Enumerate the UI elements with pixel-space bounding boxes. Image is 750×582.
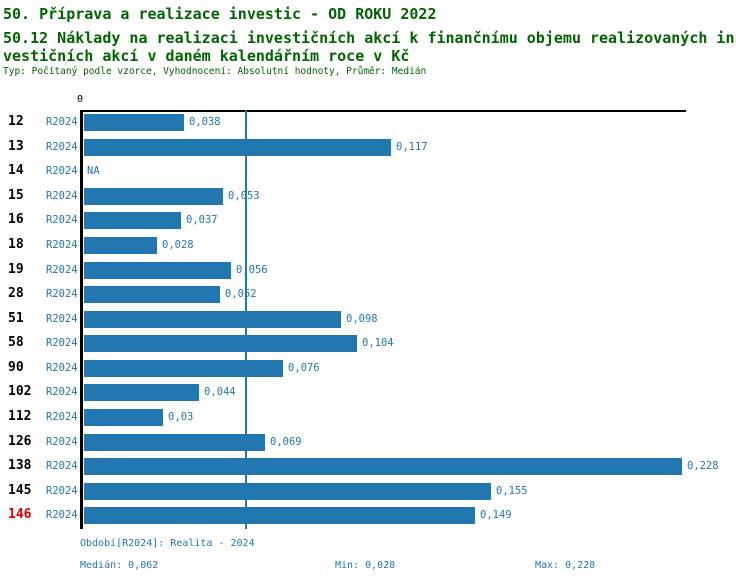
bar-value-label: 0,044 bbox=[204, 386, 236, 399]
bar bbox=[84, 384, 199, 402]
bar-value-label: 0,149 bbox=[480, 509, 512, 522]
bar bbox=[84, 359, 283, 377]
bar-value-label: 0,053 bbox=[228, 189, 260, 202]
row-category-label: 28 bbox=[8, 286, 24, 302]
bar bbox=[84, 138, 391, 156]
row-category-label: 138 bbox=[8, 458, 32, 474]
bar-row: 138 R2024 0,228 bbox=[0, 454, 750, 479]
row-category-label: 145 bbox=[8, 482, 32, 498]
bar-value-label: 0,056 bbox=[236, 263, 268, 276]
bar-row: 15 R2024 0,053 bbox=[0, 184, 750, 209]
bar-row: 13 R2024 0,117 bbox=[0, 135, 750, 160]
row-category-label: 15 bbox=[8, 187, 24, 203]
bar-row: 19 R2024 0,056 bbox=[0, 258, 750, 283]
y-axis-line bbox=[80, 110, 83, 529]
bar-value-label: 0,076 bbox=[288, 361, 320, 374]
row-category-label: 102 bbox=[8, 384, 32, 400]
bar bbox=[84, 261, 231, 279]
bar-value-label: 0,069 bbox=[270, 435, 302, 448]
row-category-label: 112 bbox=[8, 409, 32, 425]
footer-period: Období[R2024]: Realita - 2024 bbox=[80, 538, 255, 549]
bar bbox=[84, 286, 220, 304]
bar bbox=[84, 409, 163, 427]
row-series-label: R2024 bbox=[46, 484, 78, 497]
row-series-label: R2024 bbox=[46, 116, 78, 128]
bar-row: 58 R2024 0,104 bbox=[0, 331, 750, 356]
row-category-label: 51 bbox=[8, 310, 24, 326]
bar bbox=[84, 114, 184, 131]
bar-value-label: NA bbox=[87, 165, 100, 178]
bar-row: 90 R2024 0,076 bbox=[0, 356, 750, 381]
row-category-label: 19 bbox=[8, 261, 24, 277]
row-series-label: R2024 bbox=[46, 386, 78, 399]
row-series-label: R2024 bbox=[46, 361, 78, 374]
bar-row: 102 R2024 0,044 bbox=[0, 380, 750, 405]
bar-value-label: 0,098 bbox=[346, 312, 378, 325]
row-category-label: 13 bbox=[8, 138, 24, 154]
footer-min: Min: 0,028 bbox=[335, 560, 396, 571]
bar-row: 126 R2024 0,069 bbox=[0, 430, 750, 455]
bar-value-label: 0,117 bbox=[396, 140, 428, 153]
row-category-label: 18 bbox=[8, 236, 24, 252]
x-axis-zero-tick: 0 bbox=[77, 94, 84, 105]
bar-value-label: 0,155 bbox=[496, 484, 528, 497]
bar-value-label: 0,038 bbox=[189, 116, 221, 128]
bar-row: 146 R2024 0,149 bbox=[0, 503, 750, 528]
row-series-label: R2024 bbox=[46, 460, 78, 473]
bar bbox=[84, 310, 341, 328]
chart-subtitle-line2: vestičních akcí v daném kalendářním roce… bbox=[3, 47, 410, 65]
x-axis-line bbox=[80, 110, 686, 112]
row-series-label: R2024 bbox=[46, 288, 78, 301]
row-series-label: R2024 bbox=[46, 435, 78, 448]
row-series-label: R2024 bbox=[46, 509, 78, 522]
row-series-label: R2024 bbox=[46, 263, 78, 276]
row-category-label: 90 bbox=[8, 359, 24, 375]
chart-subtitle-line1: 50.12 Náklady na realizaci investičních … bbox=[3, 29, 735, 47]
bar-value-label: 0,028 bbox=[162, 238, 194, 251]
row-category-label: 14 bbox=[8, 163, 24, 179]
bar bbox=[84, 433, 265, 451]
row-series-label: R2024 bbox=[46, 189, 78, 202]
bar-row: 14 R2024 NA bbox=[0, 159, 750, 184]
row-series-label: R2024 bbox=[46, 337, 78, 350]
bar-value-label: 0,228 bbox=[687, 460, 719, 473]
bar bbox=[84, 458, 682, 476]
bar bbox=[84, 236, 157, 254]
bar-value-label: 0,052 bbox=[225, 288, 257, 301]
row-category-label: 16 bbox=[8, 212, 24, 228]
row-category-label: 146 bbox=[8, 507, 32, 523]
footer-max: Max: 0,228 bbox=[535, 560, 596, 571]
bar-row: 16 R2024 0,037 bbox=[0, 208, 750, 233]
bar bbox=[84, 335, 357, 353]
bar-value-label: 0,104 bbox=[362, 337, 394, 350]
bar-value-label: 0,037 bbox=[186, 214, 218, 227]
bar-row: 112 R2024 0,03 bbox=[0, 405, 750, 430]
bar-row: 28 R2024 0,052 bbox=[0, 282, 750, 307]
bar bbox=[84, 482, 491, 500]
row-series-label: R2024 bbox=[46, 214, 78, 227]
row-series-label: R2024 bbox=[46, 165, 78, 178]
bar-row: 12 R2024 0,038 bbox=[0, 110, 750, 135]
row-series-label: R2024 bbox=[46, 140, 78, 153]
row-series-label: R2024 bbox=[46, 411, 78, 424]
row-category-label: 58 bbox=[8, 335, 24, 351]
row-category-label: 126 bbox=[8, 433, 32, 449]
bar-row: 51 R2024 0,098 bbox=[0, 307, 750, 332]
chart-meta-line: Typ: Počítaný podle vzorce, Vyhodnocení:… bbox=[3, 66, 427, 77]
bar bbox=[84, 212, 181, 230]
bar-row: 18 R2024 0,028 bbox=[0, 233, 750, 258]
bar bbox=[84, 507, 475, 525]
row-category-label: 12 bbox=[8, 114, 24, 129]
row-series-label: R2024 bbox=[46, 238, 78, 251]
footer-median: Medián: 0,062 bbox=[80, 560, 159, 571]
bar-value-label: 0,03 bbox=[168, 411, 194, 424]
chart-title: 50. Příprava a realizace investic - OD R… bbox=[3, 5, 437, 23]
row-series-label: R2024 bbox=[46, 312, 78, 325]
bar-row: 145 R2024 0,155 bbox=[0, 479, 750, 504]
bar bbox=[84, 187, 223, 205]
